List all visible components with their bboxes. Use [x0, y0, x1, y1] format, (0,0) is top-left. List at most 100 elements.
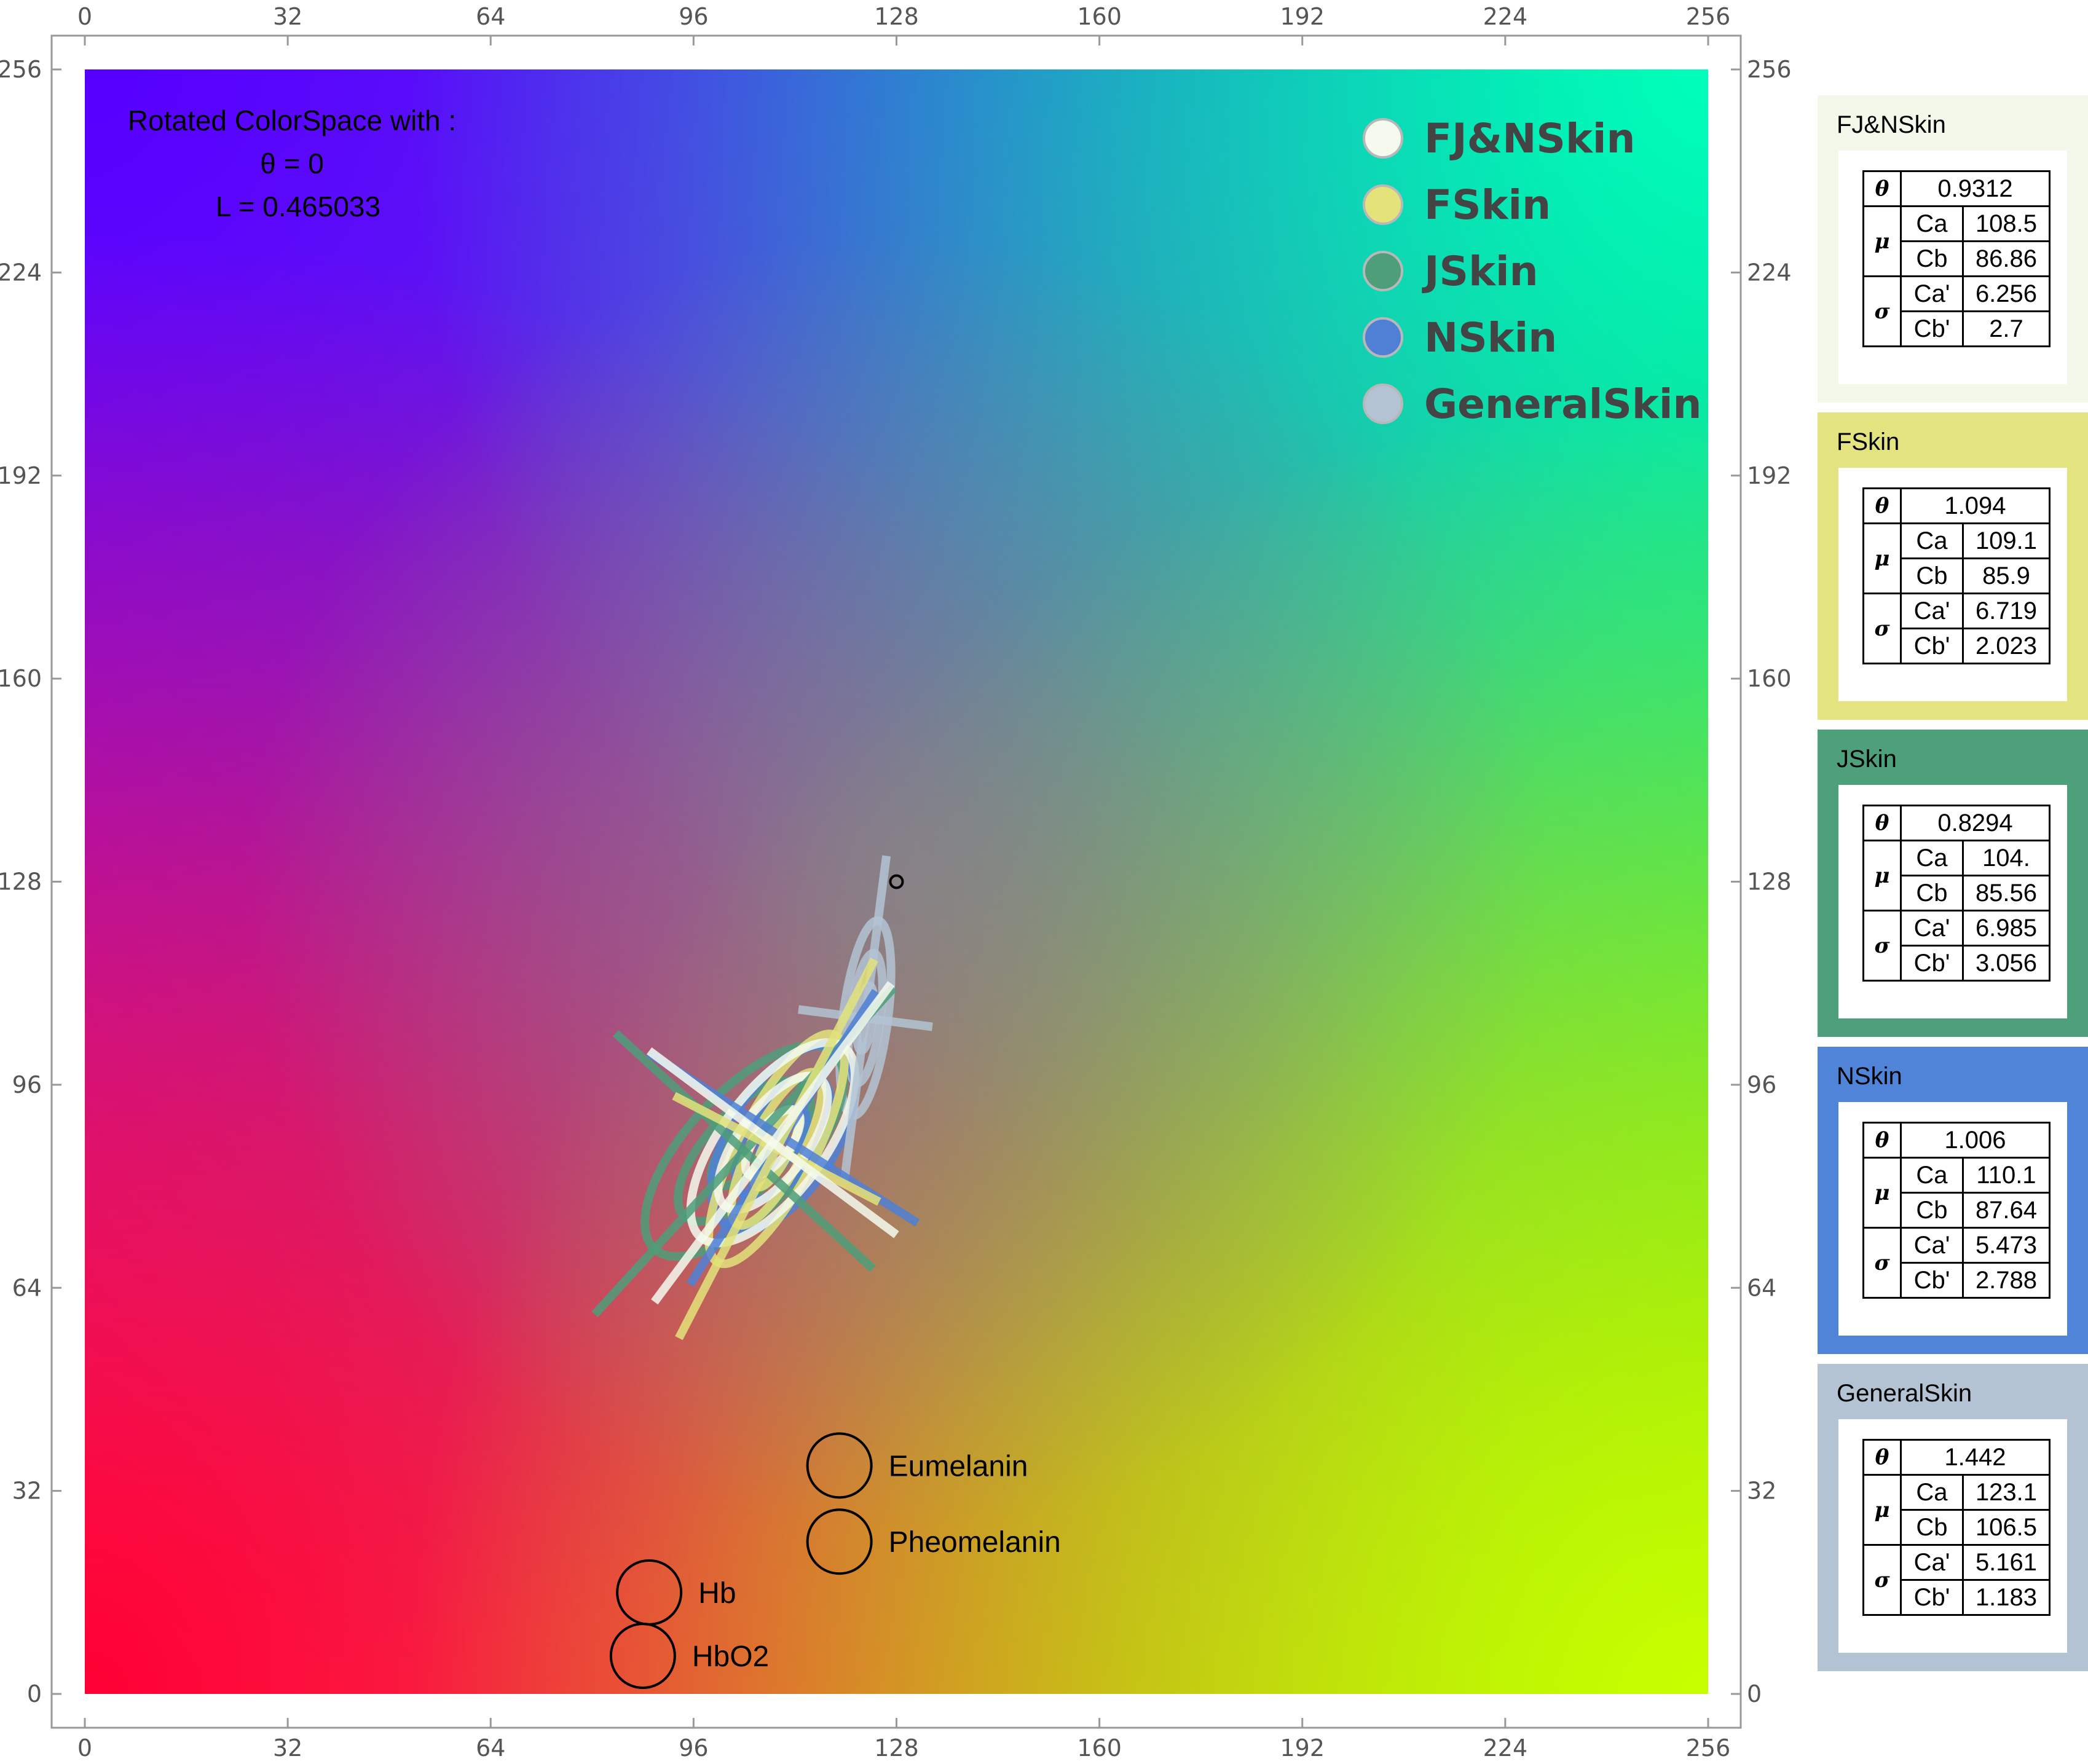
- theta-symbol: θ: [1862, 1439, 1902, 1476]
- theta-value: 1.442: [1900, 1439, 2051, 1476]
- mu-cb-value: 87.64: [1962, 1192, 2051, 1229]
- x-tick-bottom-128: 128: [874, 1734, 919, 1762]
- pigment-label-Pheomelanin: Pheomelanin: [889, 1526, 1061, 1559]
- x-tick-top-0: 0: [77, 3, 92, 30]
- mu-ca-value: 104.: [1962, 840, 2051, 876]
- theta-value: 1.006: [1900, 1122, 2051, 1159]
- mu-cb-label: Cb: [1900, 875, 1964, 912]
- pigment-circle-Eumelanin: [806, 1432, 873, 1499]
- y-tick-left-32: 32: [12, 1478, 42, 1505]
- minor-axis-FJ&NSkin: [647, 1047, 899, 1238]
- mu-symbol: μ: [1862, 522, 1902, 594]
- panel-inner: θ 0.8294 μ Ca 104. Cb 85.56 σ Ca' 6.985 Cb' 3.056: [1838, 785, 2067, 1018]
- mu-cb-value: 85.9: [1962, 557, 2051, 594]
- mu-ca-value: 108.5: [1962, 205, 2051, 242]
- y-tick-left-96: 96: [12, 1071, 42, 1098]
- x-tick-bottom-256: 256: [1686, 1734, 1731, 1762]
- legend-swatch-GeneralSkin: [1363, 384, 1403, 424]
- mu-ca-label: Ca: [1900, 1474, 1964, 1511]
- theta-symbol: θ: [1862, 805, 1902, 841]
- x-tick-bottom-0: 0: [77, 1734, 92, 1762]
- legend-label-GeneralSkin: GeneralSkin: [1424, 380, 1701, 428]
- mu-ca-label: Ca: [1900, 522, 1964, 559]
- param-table: θ 0.9312 μ Ca 108.5 Cb 86.86 σ Ca' 6.256 Cb' 2.7: [1862, 170, 2051, 347]
- legend-swatch-FSkin: [1363, 184, 1403, 225]
- mu-cb-value: 106.5: [1962, 1509, 2051, 1546]
- theta-value: 0.8294: [1900, 805, 2051, 841]
- y-tick-right-96: 96: [1747, 1071, 1776, 1098]
- x-tick-bottom-96: 96: [679, 1734, 708, 1762]
- annotation-line-2: θ = 0: [260, 148, 324, 179]
- sigma-cb-value: 1.183: [1962, 1579, 2051, 1616]
- x-tick-bottom-64: 64: [476, 1734, 505, 1762]
- pigment-circle-HbO2: [609, 1623, 676, 1690]
- sigma-ca-label: Ca': [1900, 910, 1964, 947]
- sigma-symbol: σ: [1862, 910, 1902, 982]
- legend-label-JSkin: JSkin: [1422, 248, 1538, 295]
- y-tick-left-160: 160: [0, 665, 42, 692]
- sigma-ca-label: Ca': [1900, 275, 1964, 312]
- theta-symbol: θ: [1862, 170, 1902, 207]
- minor-axis-JSkin: [612, 1030, 876, 1272]
- x-tick-bottom-192: 192: [1280, 1734, 1325, 1762]
- sigma-ca-label: Ca': [1900, 593, 1964, 629]
- panel-title: GeneralSkin: [1837, 1380, 1972, 1407]
- sigma-ca-label: Ca': [1900, 1544, 1964, 1581]
- param-table: θ 1.006 μ Ca 110.1 Cb 87.64 σ Ca' 5.473 Cb' 2.788: [1862, 1122, 2051, 1299]
- sigma-cb-value: 2.7: [1962, 310, 2051, 347]
- y-tick-left-128: 128: [0, 868, 42, 896]
- mu-cb-label: Cb: [1900, 1509, 1964, 1546]
- panel-title: FJ&NSkin: [1837, 111, 1946, 138]
- sigma-ca-value: 6.256: [1962, 275, 2051, 312]
- x-tick-top-256: 256: [1686, 3, 1731, 30]
- marker-point: [889, 874, 904, 889]
- mu-ca-label: Ca: [1900, 205, 1964, 242]
- sigma-ca-value: 6.985: [1962, 910, 2051, 947]
- x-tick-bottom-32: 32: [273, 1734, 302, 1762]
- param-table: θ 1.442 μ Ca 123.1 Cb 106.5 σ Ca' 5.161 Cb' 1.183: [1862, 1439, 2051, 1616]
- sigma-ca-value: 5.473: [1962, 1227, 2051, 1264]
- annotation-line-3: L = 0.465033: [216, 191, 380, 222]
- mu-ca-label: Ca: [1900, 1157, 1964, 1194]
- mu-cb-value: 86.86: [1962, 240, 2051, 277]
- legend: FJ&NSkin FSkin JSkin NSkin GeneralSkin: [1363, 115, 1701, 428]
- theta-value: 0.9312: [1900, 170, 2051, 207]
- mu-cb-label: Cb: [1900, 240, 1964, 277]
- y-tick-left-256: 256: [0, 56, 42, 83]
- skin-axes-lines: [591, 855, 933, 1341]
- mu-ca-value: 123.1: [1962, 1474, 2051, 1511]
- y-tick-right-0: 0: [1747, 1680, 1762, 1707]
- y-tick-right-64: 64: [1747, 1274, 1776, 1301]
- mu-cb-label: Cb: [1900, 1192, 1964, 1229]
- annotation: Rotated ColorSpace with : θ = 0 L = 0.46…: [128, 104, 456, 222]
- theta-symbol: θ: [1862, 487, 1902, 524]
- pigments: Eumelanin Pheomelanin Hb HbO2: [609, 1432, 1061, 1690]
- sigma-cb-label: Cb': [1900, 1579, 1964, 1616]
- panel-NSkin: NSkin θ 1.006 μ Ca 110.1 Cb 87.64 σ Ca' 5.473 Cb' 2.…: [1818, 1047, 2088, 1354]
- panel-inner: θ 1.094 μ Ca 109.1 Cb 85.9 σ Ca' 6.719 Cb' 2.023: [1838, 468, 2067, 701]
- mu-ca-value: 110.1: [1962, 1157, 2051, 1194]
- theta-symbol: θ: [1862, 1122, 1902, 1159]
- panel-GeneralSkin: GeneralSkin θ 1.442 μ Ca 123.1 Cb 106.5 σ Ca' 5.16…: [1818, 1364, 2088, 1671]
- sigma-cb-label: Cb': [1900, 945, 1964, 982]
- sigma-symbol: σ: [1862, 1227, 1902, 1299]
- legend-label-NSkin: NSkin: [1424, 314, 1557, 361]
- sigma-cb-label: Cb': [1900, 310, 1964, 347]
- sigma-ca-value: 6.719: [1962, 593, 2051, 629]
- x-tick-bottom-224: 224: [1483, 1734, 1528, 1762]
- legend-label-FJ&NSkin: FJ&NSkin: [1424, 115, 1635, 162]
- x-tick-top-96: 96: [679, 3, 708, 30]
- x-tick-top-160: 160: [1077, 3, 1122, 30]
- pigment-label-HbO2: HbO2: [692, 1640, 769, 1673]
- y-tick-left-192: 192: [0, 462, 42, 489]
- panel-JSkin: JSkin θ 0.8294 μ Ca 104. Cb 85.56 σ Ca' 6.985 Cb' 3.…: [1818, 730, 2088, 1037]
- sigma-cb-value: 2.023: [1962, 628, 2051, 664]
- y-tick-right-160: 160: [1747, 665, 1792, 692]
- sigma-cb-value: 2.788: [1962, 1262, 2051, 1299]
- sigma-cb-label: Cb': [1900, 628, 1964, 664]
- panel-FSkin: FSkin θ 1.094 μ Ca 109.1 Cb 85.9 σ Ca' 6.719 Cb' 2.0…: [1818, 412, 2088, 720]
- y-tick-left-0: 0: [27, 1680, 42, 1707]
- panel-title: FSkin: [1837, 428, 1900, 455]
- y-tick-right-256: 256: [1747, 56, 1792, 83]
